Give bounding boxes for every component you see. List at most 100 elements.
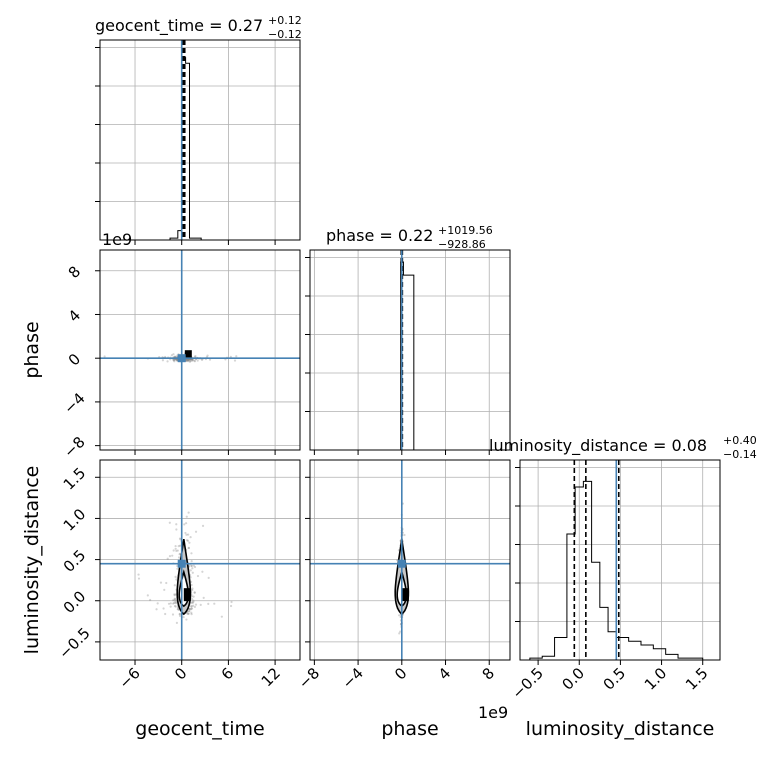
sample-point: [191, 359, 194, 362]
sample-point: [207, 576, 210, 579]
sample-point: [190, 607, 193, 610]
sample-point: [182, 616, 185, 619]
sample-point: [187, 546, 190, 550]
sample-point: [229, 604, 233, 608]
sample-point: [177, 556, 181, 559]
title-geocent-time: geocent_time = 0.27: [95, 16, 263, 36]
sample-point: [165, 581, 168, 585]
sample-point: [173, 359, 176, 362]
title-geocent-time-minus: −0.12: [268, 28, 302, 41]
sample-point: [191, 601, 194, 604]
sample-point: [191, 588, 194, 592]
truth-marker: [177, 559, 186, 568]
sample-point: [192, 595, 195, 598]
sample-point: [199, 603, 202, 606]
sample-point: [213, 602, 216, 605]
sample-point: [230, 600, 233, 604]
sample-point: [170, 354, 173, 357]
sample-point: [194, 530, 198, 533]
panel-phase-phase: [305, 249, 511, 455]
sample-point: [173, 360, 176, 363]
sample-point: [172, 359, 175, 362]
panel-frame: [99, 39, 301, 241]
sample-point: [176, 549, 179, 552]
sample-point: [190, 601, 194, 604]
sample-point: [178, 613, 181, 616]
sample-point: [175, 601, 178, 604]
panel-frame: [309, 249, 511, 451]
sample-point: [188, 360, 191, 363]
sample-point: [187, 360, 190, 363]
sample-point: [193, 355, 197, 358]
sample-point: [188, 607, 191, 611]
title-phase-minus: −928.86: [438, 238, 486, 251]
panel-frame: [99, 459, 301, 661]
sample-point: [171, 554, 174, 557]
sample-point: [207, 602, 210, 606]
sample-point: [174, 598, 177, 601]
sample-point: [178, 544, 182, 547]
sample-point: [186, 359, 190, 362]
sample-point: [173, 593, 176, 596]
sample-point: [190, 605, 193, 608]
sample-point: [193, 359, 196, 362]
sample-point: [185, 522, 188, 525]
sample-point: [196, 574, 200, 578]
sample-point: [187, 609, 190, 613]
sample-point: [185, 358, 189, 361]
sample-point: [169, 602, 172, 605]
sample-point: [192, 599, 195, 602]
sample-point: [190, 564, 193, 567]
title-phase: phase = 0.22: [326, 226, 433, 245]
title-luminosity-distance-plus: +0.40: [723, 434, 757, 447]
density-peak: [183, 588, 191, 602]
sample-point: [233, 359, 237, 362]
sample-point: [175, 358, 179, 361]
sample-point: [235, 355, 238, 358]
sample-point: [186, 358, 189, 361]
sample-point: [175, 599, 178, 602]
sample-point: [187, 359, 190, 362]
sample-point: [186, 612, 190, 616]
sample-point: [178, 553, 181, 556]
title-luminosity-distance: luminosity_distance = 0.08: [489, 436, 707, 456]
sample-point: [175, 358, 178, 361]
sample-point: [161, 359, 165, 362]
sample-point: [190, 583, 193, 587]
sample-point: [191, 571, 194, 574]
sample-point: [186, 612, 190, 615]
sample-point: [176, 567, 179, 570]
sample-point: [172, 599, 175, 602]
sample-point: [177, 545, 180, 548]
sample-point: [190, 560, 193, 563]
sample-point: [191, 587, 194, 590]
sample-point: [188, 610, 191, 613]
sample-point: [187, 511, 190, 514]
sample-point: [185, 359, 188, 362]
sample-point: [194, 355, 197, 358]
sample-point: [220, 615, 223, 618]
sample-point: [399, 630, 402, 633]
sample-point: [172, 353, 175, 356]
sample-point: [168, 521, 171, 524]
sample-point: [184, 531, 187, 535]
sample-point: [200, 358, 204, 362]
sample-point: [173, 597, 176, 600]
sample-point: [164, 612, 167, 616]
sample-point: [178, 614, 182, 617]
truth-marker: [177, 354, 186, 363]
sample-point: [190, 613, 193, 616]
sample-point: [187, 612, 190, 615]
sample-point: [177, 608, 180, 611]
sample-point: [175, 578, 178, 581]
sample-point: [172, 602, 175, 605]
sample-point: [159, 581, 163, 584]
sample-point: [193, 360, 196, 363]
sample-point: [186, 539, 190, 542]
x-axis-label-geocent-time: geocent_time: [135, 718, 264, 740]
sample-point: [175, 523, 178, 526]
sample-point: [190, 611, 193, 614]
sample-point: [202, 596, 205, 599]
sample-point: [201, 570, 204, 573]
